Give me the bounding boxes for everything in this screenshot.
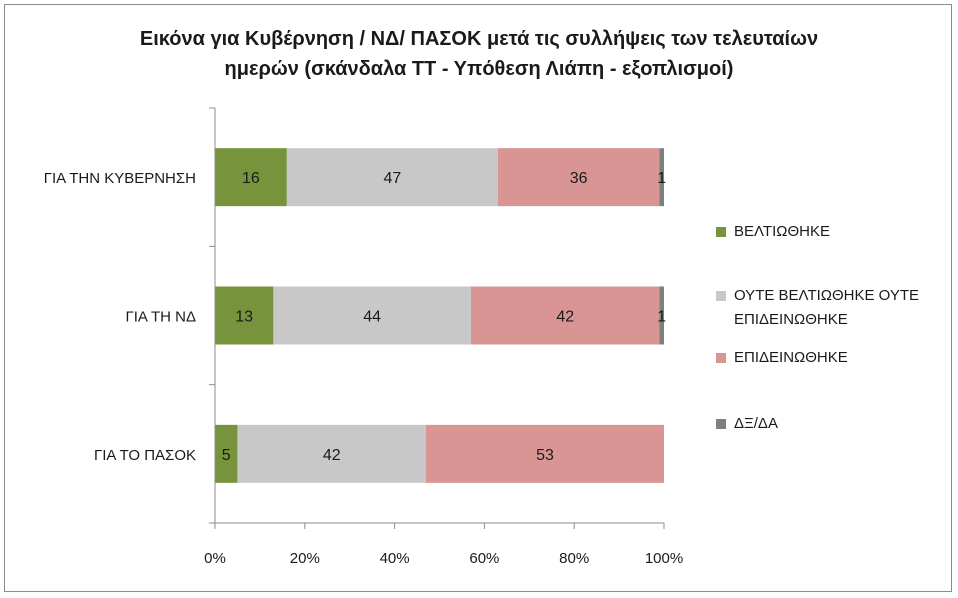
chart-title: Εικόνα για Κυβέρνηση / ΝΔ/ ΠΑΣΟΚ μετά τι… bbox=[0, 24, 958, 84]
legend-swatch bbox=[716, 419, 726, 429]
data-label: 1 bbox=[657, 170, 666, 187]
category-label: ΓΙΑ ΤΗ ΝΔ bbox=[125, 309, 196, 326]
legend-swatch bbox=[716, 353, 726, 363]
legend-swatch bbox=[716, 291, 726, 301]
x-tick-label: 60% bbox=[469, 550, 499, 567]
legend-label: ΕΠΙΔΕΙΝΩΘΗΚΕ bbox=[734, 311, 848, 328]
category-label: ΓΙΑ ΤΟ ΠΑΣΟΚ bbox=[94, 447, 196, 464]
bar-segment bbox=[215, 148, 287, 207]
x-tick-label: 100% bbox=[645, 550, 683, 567]
legend-swatch bbox=[716, 227, 726, 237]
data-label: 47 bbox=[383, 170, 401, 187]
bar-segment bbox=[237, 424, 427, 483]
chart-title-line-2: ημερών (σκάνδαλα ΤΤ - Υπόθεση Λιάπη - εξ… bbox=[224, 58, 734, 80]
x-tick-label: 80% bbox=[559, 550, 589, 567]
data-label: 42 bbox=[323, 447, 341, 464]
bar-segment bbox=[659, 148, 664, 207]
bar-segment bbox=[286, 148, 498, 207]
x-tick-label: 20% bbox=[290, 550, 320, 567]
bar-segment bbox=[215, 424, 238, 483]
bar-segment bbox=[273, 286, 471, 345]
bar-segment bbox=[659, 286, 664, 345]
legend-label: ΔΞ/ΔΑ bbox=[734, 415, 778, 432]
legend-label: ΟΥΤΕ ΒΕΛΤΙΩΘΗΚΕ ΟΥΤΕ bbox=[734, 287, 920, 304]
x-tick-label: 0% bbox=[204, 550, 226, 567]
category-label: ΓΙΑ ΤΗΝ ΚΥΒΕΡΝΗΣΗ bbox=[44, 170, 196, 187]
data-label: 16 bbox=[242, 170, 260, 187]
data-label: 42 bbox=[556, 309, 574, 326]
legend-label: ΒΕΛΤΙΩΘΗΚΕ bbox=[734, 223, 830, 240]
bar-segment bbox=[426, 424, 664, 483]
data-label: 44 bbox=[363, 309, 381, 326]
data-label: 36 bbox=[570, 170, 588, 187]
legend-label: ΕΠΙΔΕΙΝΩΘΗΚΕ bbox=[734, 349, 848, 366]
data-label: 5 bbox=[222, 447, 231, 464]
data-label: 53 bbox=[536, 447, 554, 464]
data-label: 13 bbox=[235, 309, 253, 326]
data-label: 1 bbox=[657, 309, 666, 326]
bar-segment bbox=[497, 148, 660, 207]
x-tick-label: 40% bbox=[380, 550, 410, 567]
bar-segment bbox=[470, 286, 660, 345]
chart-title-line-1: Εικόνα για Κυβέρνηση / ΝΔ/ ΠΑΣΟΚ μετά τι… bbox=[139, 28, 819, 50]
bar-segment bbox=[215, 286, 274, 345]
